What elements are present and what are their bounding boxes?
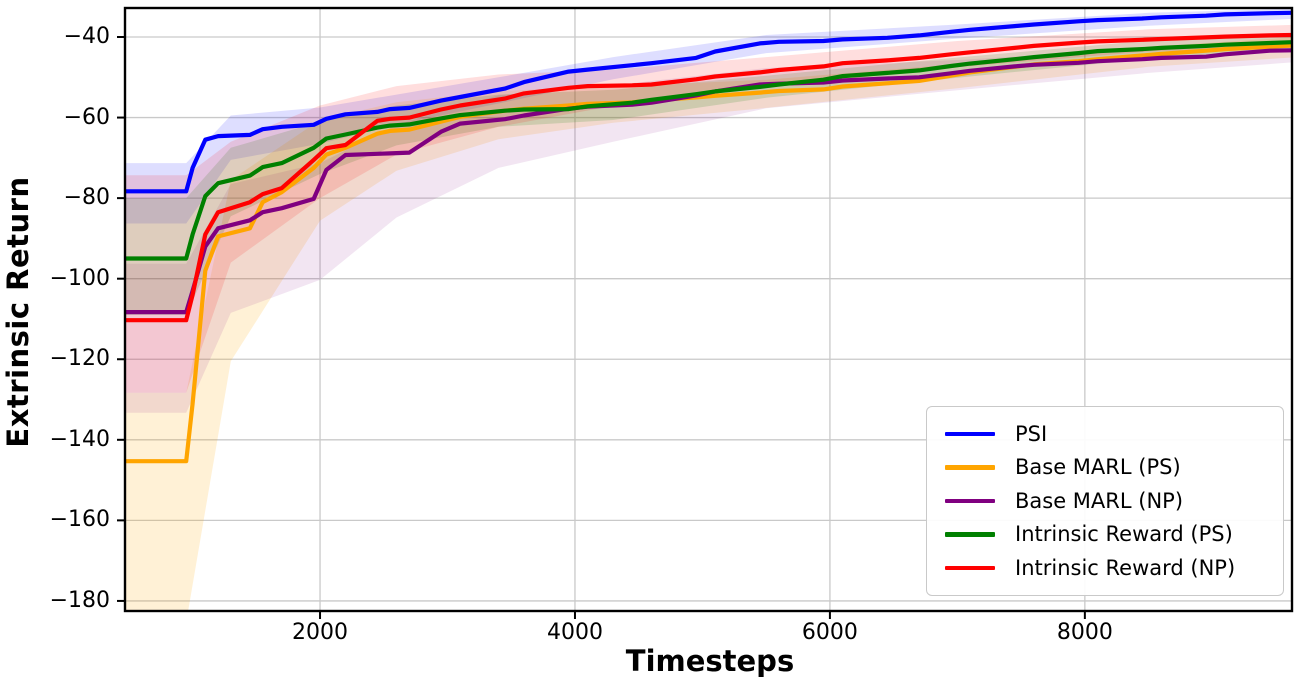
ytick-label: −100	[49, 265, 110, 291]
band-intrinsic-reward-np-	[125, 24, 1292, 393]
legend: PSI Base MARL (PS) Base MARL (NP) Intrin…	[926, 406, 1284, 596]
legend-label: Base MARL (NP)	[1015, 488, 1184, 513]
x-axis-label: Timesteps	[625, 644, 795, 678]
ytick-label: −60	[63, 104, 110, 130]
legend-swatch-intrinsic-reward-ps	[945, 532, 995, 537]
legend-swatch-psi	[945, 431, 995, 436]
xtick-label: 2000	[292, 620, 349, 645]
legend-label: Intrinsic Reward (PS)	[1015, 522, 1233, 547]
legend-item-intrinsic-reward-np: Intrinsic Reward (NP)	[927, 551, 1283, 585]
line-intrinsic-reward-ps-	[125, 40, 1292, 261]
y-axis-label: Extrinsic Return	[1, 176, 35, 448]
line-base-marl-np-	[125, 48, 1292, 315]
legend-label: PSI	[1015, 421, 1048, 446]
xtick-label: 8000	[1056, 620, 1113, 645]
legend-item-base-marl-np: Base MARL (NP)	[927, 484, 1283, 518]
legend-label: Intrinsic Reward (NP)	[1015, 555, 1236, 580]
legend-label: Base MARL (PS)	[1015, 455, 1181, 480]
xtick-label: 6000	[801, 620, 858, 645]
legend-item-intrinsic-reward-ps: Intrinsic Reward (PS)	[927, 518, 1283, 552]
legend-item-base-marl-ps: Base MARL (PS)	[927, 451, 1283, 485]
ytick-label: −140	[49, 426, 110, 452]
line-psi	[125, 10, 1292, 194]
legend-swatch-intrinsic-reward-np	[945, 565, 995, 570]
ytick-label: −40	[63, 24, 110, 49]
plot-border	[123, 6, 1294, 613]
line-intrinsic-reward-np-	[125, 32, 1292, 323]
xtick-label: 4000	[546, 620, 603, 645]
band-base-marl-np-	[125, 42, 1292, 413]
ytick-label: −160	[49, 507, 110, 533]
ytick-label: −80	[63, 185, 110, 211]
legend-swatch-base-marl-np	[945, 498, 995, 503]
ytick-label: −180	[49, 587, 110, 613]
ytick-label: −120	[49, 346, 110, 372]
legend-swatch-base-marl-ps	[945, 465, 995, 470]
legend-item-psi: PSI	[927, 417, 1283, 451]
